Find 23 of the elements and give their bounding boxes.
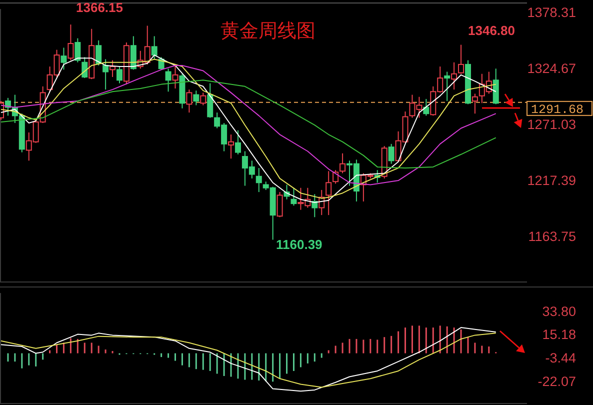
y-tick-label: 1163.75 xyxy=(528,229,576,244)
y-tick-label: -3.44 xyxy=(545,350,576,366)
y-tick-label: 1378.31 xyxy=(527,4,576,20)
candlestick xyxy=(326,170,332,216)
candlestick xyxy=(165,68,172,92)
y-tick-label: 1271.03 xyxy=(527,117,576,132)
ref-line-label: 1291.68 xyxy=(531,102,584,117)
y-tick-label: 15.18 xyxy=(542,327,576,342)
candlestick xyxy=(256,167,262,193)
candlestick xyxy=(207,82,214,118)
annotation: 1346.80 xyxy=(468,23,515,38)
y-tick-label: 1324.67 xyxy=(527,60,576,76)
line-series xyxy=(0,80,496,168)
annotation: 1160.39 xyxy=(276,237,322,252)
candlestick xyxy=(472,93,478,114)
candlestick xyxy=(228,134,234,160)
annotation: 1366.15 xyxy=(76,0,123,15)
y-tick-label: 33.80 xyxy=(542,304,576,319)
y-tick-label: 1217.39 xyxy=(527,173,576,188)
candlestick xyxy=(451,62,458,90)
y-tick-label: -22.07 xyxy=(538,374,576,389)
text: 黄金周线图 xyxy=(220,20,316,42)
candlestick xyxy=(68,24,74,61)
